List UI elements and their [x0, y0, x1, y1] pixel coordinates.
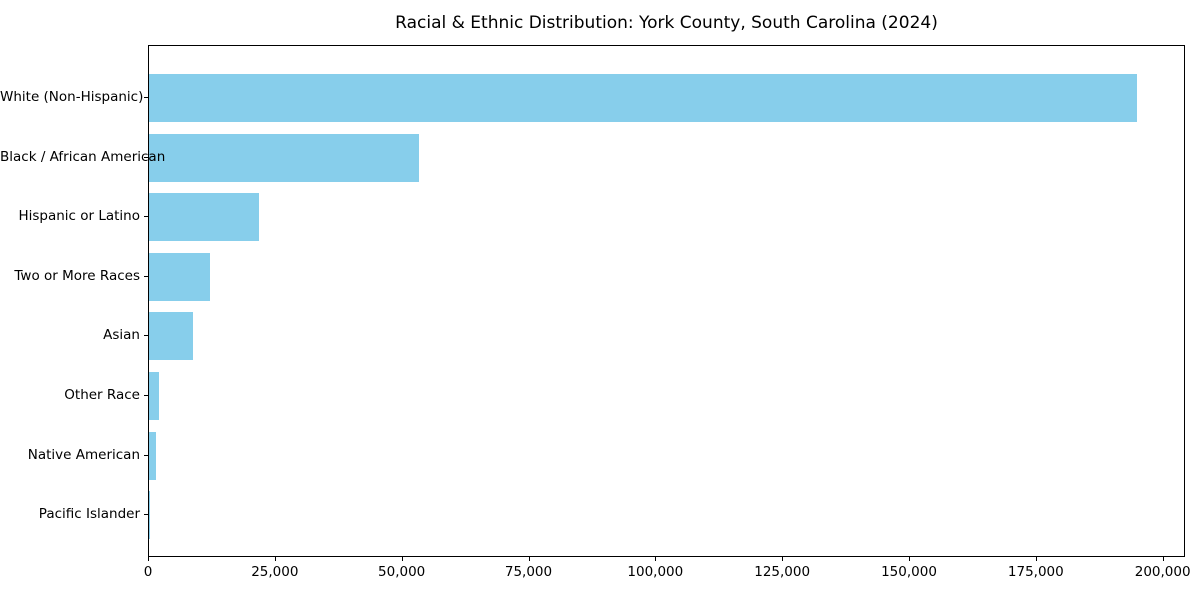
x-tick-mark: [782, 557, 784, 561]
y-tick-label: Two or More Races: [14, 267, 140, 284]
x-tick-mark: [148, 557, 149, 561]
y-tick-label: Pacific Islander: [38, 506, 140, 523]
x-tick-label: 150,000: [881, 564, 937, 580]
x-tick-label: 200,000: [1134, 564, 1191, 580]
y-tick-mark: [144, 514, 148, 516]
bar: [149, 133, 419, 182]
y-tick-mark: [144, 454, 148, 456]
x-tick-mark: [655, 557, 657, 561]
bar: [149, 312, 194, 361]
y-tick-mark: [144, 335, 148, 337]
x-tick-label: 0: [143, 564, 153, 580]
x-tick-mark: [401, 557, 403, 561]
y-tick-label: Asian: [103, 327, 140, 344]
bar: [149, 372, 160, 420]
x-tick-label: 25,000: [251, 564, 299, 580]
x-tick-mark: [528, 557, 530, 561]
bar: [149, 431, 157, 480]
plot-area: [148, 45, 1185, 557]
y-tick-mark: [144, 395, 148, 396]
x-tick-label: 125,000: [754, 564, 811, 580]
y-tick-label: Black / African American: [0, 148, 166, 165]
y-tick-label: White (Non-Hispanic): [0, 89, 144, 105]
x-tick-mark: [1162, 557, 1164, 561]
y-tick-mark: [144, 97, 148, 98]
bar: [149, 491, 150, 540]
x-tick-mark: [1035, 557, 1037, 561]
x-tick-mark: [274, 557, 276, 561]
x-tick-label: 75,000: [504, 564, 553, 580]
x-tick-mark: [909, 557, 910, 561]
y-tick-label: Other Race: [64, 387, 140, 403]
x-tick-label: 100,000: [627, 564, 684, 580]
y-tick-mark: [144, 275, 148, 277]
y-tick-label: Native American: [27, 446, 140, 463]
x-tick-label: 50,000: [378, 564, 426, 580]
y-tick-label: Hispanic or Latino: [18, 208, 140, 225]
x-tick-label: 175,000: [1007, 564, 1064, 580]
y-tick-mark: [144, 216, 148, 218]
bar: [149, 74, 1137, 122]
y-tick-mark: [144, 156, 148, 158]
bar: [149, 252, 211, 301]
chart-title: Racial & Ethnic Distribution: York Count…: [395, 13, 938, 33]
bar: [149, 193, 260, 242]
